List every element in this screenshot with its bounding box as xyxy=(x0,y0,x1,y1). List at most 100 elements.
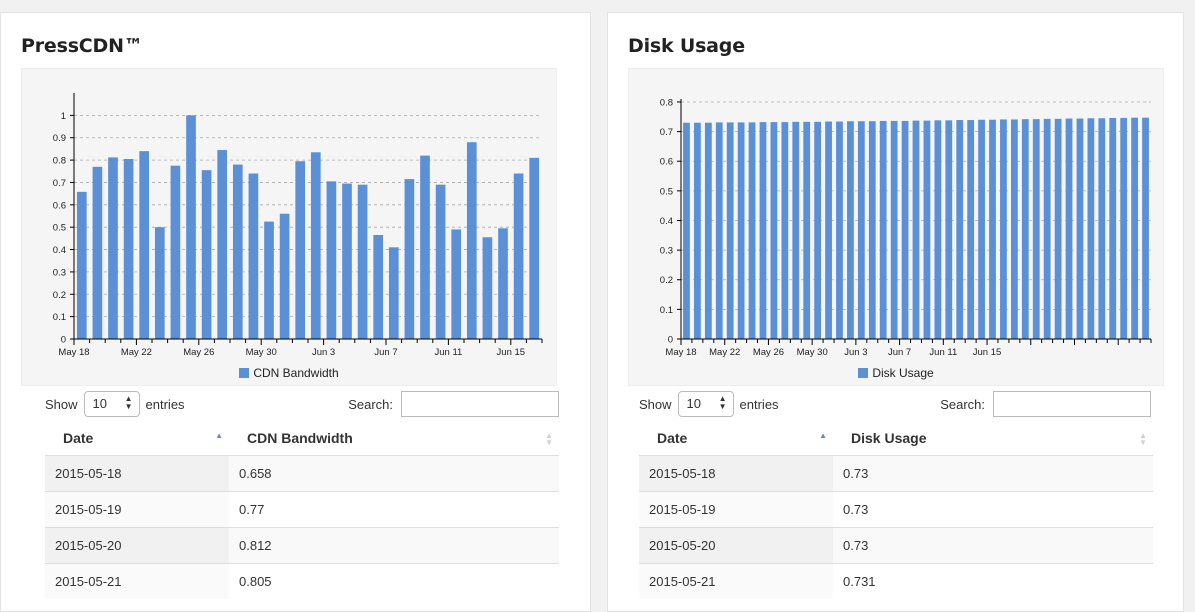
disk-usage-panel: Disk Usage 0 0.1 0.2 0.3 0.4 0.5 0.6 0.7 0.8 May … xyxy=(607,12,1184,612)
legend-swatch xyxy=(239,368,250,378)
page-length: Show 10 ▲ ▼ entries xyxy=(639,389,779,419)
y-tick-label: 1 xyxy=(61,111,66,122)
x-tick-label: May 26 xyxy=(183,347,214,358)
search-input[interactable] xyxy=(993,391,1151,417)
x-tick-label: Jun 15 xyxy=(497,347,526,358)
bar xyxy=(901,120,909,339)
bar xyxy=(388,247,399,339)
bar xyxy=(923,120,931,339)
column-header-value[interactable]: CDN Bandwidth ▲ ▼ xyxy=(229,421,559,456)
y-tick-label: 0.7 xyxy=(660,127,673,138)
bar xyxy=(792,121,800,339)
value-cell: 0.73 xyxy=(833,455,1153,492)
date-cell: 2015-05-18 xyxy=(639,455,833,492)
x-tick-label: May 18 xyxy=(58,347,89,358)
column-header-value[interactable]: Disk Usage ▲ ▼ xyxy=(833,421,1153,456)
bar xyxy=(232,164,243,339)
bar xyxy=(1131,117,1138,339)
table-controls: Show 10 ▲ ▼ entries Search: xyxy=(639,389,1151,419)
bar xyxy=(934,120,942,339)
column-header-date[interactable]: Date ▲ xyxy=(639,421,833,456)
bar xyxy=(373,235,384,339)
page-length-select[interactable]: 10 ▲ ▼ xyxy=(83,391,140,417)
bandwidth-chart-svg: 0 0.1 0.2 0.3 0.4 0.5 0.6 0.7 0.8 0.9 1 May 18 May 2… xyxy=(53,93,543,358)
legend-label: CDN Bandwidth xyxy=(253,366,339,380)
bar xyxy=(890,120,898,339)
disk-usage-chart: 0 0.1 0.2 0.3 0.4 0.5 0.6 0.7 0.8 May 18 May 22 May… xyxy=(628,68,1164,386)
table-row: 2015-05-21 0.731 xyxy=(639,563,1153,599)
bar xyxy=(726,122,734,339)
bar xyxy=(1043,118,1051,339)
disk-usage-chart-svg: 0 0.1 0.2 0.3 0.4 0.5 0.6 0.7 0.8 May 18 May 22 May… xyxy=(660,97,1152,358)
bar xyxy=(1010,119,1018,339)
sort-asc-icon: ▲ xyxy=(215,431,223,440)
column-header-label: CDN Bandwidth xyxy=(247,430,353,446)
bar xyxy=(1032,119,1040,339)
bar xyxy=(683,122,690,339)
bar xyxy=(482,237,493,339)
x-tick-label: Jun 7 xyxy=(888,347,911,358)
bar xyxy=(1065,118,1073,339)
column-header-label: Date xyxy=(657,430,688,446)
page-length-select[interactable]: 10 ▲ ▼ xyxy=(677,391,734,417)
legend-label: Disk Usage xyxy=(872,366,934,380)
presscdn-panel: PressCDN™ 0 0.1 0.2 0.3 0.4 0.5 0.6 0.7 0.8 0.9 1 M… xyxy=(0,12,591,612)
chart-legend: CDN Bandwidth xyxy=(22,366,556,380)
show-label: Show xyxy=(45,396,78,412)
bar xyxy=(781,122,789,339)
date-cell: 2015-05-19 xyxy=(45,491,229,528)
y-tick-label: 0.6 xyxy=(660,157,673,168)
sort-asc-icon: ▲ xyxy=(819,431,827,440)
column-header-label: Date xyxy=(63,430,94,446)
value-cell: 0.73 xyxy=(833,527,1153,564)
select-arrows-icon: ▲ ▼ xyxy=(124,394,133,411)
page-length: Show 10 ▲ ▼ entries xyxy=(45,389,185,419)
bandwidth-table: Date ▲ CDN Bandwidth ▲ ▼ 2015-05-18 0.658 20… xyxy=(45,421,559,599)
table-row: 2015-05-18 0.73 xyxy=(639,455,1153,492)
x-tick-label: May 22 xyxy=(709,347,740,358)
bar xyxy=(1076,118,1084,339)
x-tick-label: Jun 3 xyxy=(844,347,867,358)
table-controls: Show 10 ▲ ▼ entries Search: xyxy=(45,389,559,419)
bar xyxy=(956,120,964,339)
show-label: Show xyxy=(639,396,672,412)
x-tick-label: May 30 xyxy=(797,347,828,358)
bar xyxy=(759,122,767,339)
bar xyxy=(737,122,745,339)
bar xyxy=(342,183,352,339)
bar xyxy=(945,120,953,339)
y-tick-label: 0.2 xyxy=(660,275,673,286)
bar xyxy=(466,142,477,339)
chart-legend: Disk Usage xyxy=(629,366,1163,380)
bar xyxy=(967,120,975,339)
panel-title: PressCDN™ xyxy=(21,35,143,57)
bar xyxy=(989,119,996,339)
bar xyxy=(1109,117,1117,339)
y-tick-label: 0.5 xyxy=(53,223,66,234)
y-tick-label: 0.8 xyxy=(53,156,66,167)
bar xyxy=(123,158,134,339)
y-tick-label: 0.3 xyxy=(660,246,673,257)
bar xyxy=(803,121,811,339)
bar xyxy=(76,191,87,339)
search-input[interactable] xyxy=(401,391,559,417)
table-row: 2015-05-19 0.77 xyxy=(45,491,559,528)
bar xyxy=(857,121,865,339)
x-tick-label: May 18 xyxy=(665,347,696,358)
x-tick-label: Jun 7 xyxy=(374,347,397,358)
date-cell: 2015-05-21 xyxy=(639,563,833,599)
value-cell: 0.73 xyxy=(833,491,1153,528)
bar xyxy=(1120,117,1128,339)
date-cell: 2015-05-21 xyxy=(45,563,229,599)
bar xyxy=(825,121,832,339)
x-tick-label: May 30 xyxy=(246,347,277,358)
bar xyxy=(201,170,212,339)
table-search: Search: xyxy=(348,389,559,419)
y-tick-label: 0 xyxy=(668,335,673,346)
bar xyxy=(186,115,196,339)
legend-swatch xyxy=(858,368,869,378)
entries-label: entries xyxy=(145,396,185,412)
date-cell: 2015-05-20 xyxy=(45,527,229,564)
column-header-date[interactable]: Date ▲ xyxy=(45,421,229,456)
value-cell: 0.731 xyxy=(833,563,1153,599)
